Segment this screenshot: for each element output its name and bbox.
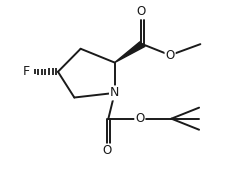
Text: O: O — [103, 144, 112, 158]
Text: F: F — [23, 65, 30, 78]
Text: O: O — [137, 5, 146, 18]
Text: N: N — [110, 86, 119, 99]
Text: O: O — [166, 49, 175, 62]
Text: O: O — [135, 112, 144, 125]
Polygon shape — [115, 42, 145, 63]
